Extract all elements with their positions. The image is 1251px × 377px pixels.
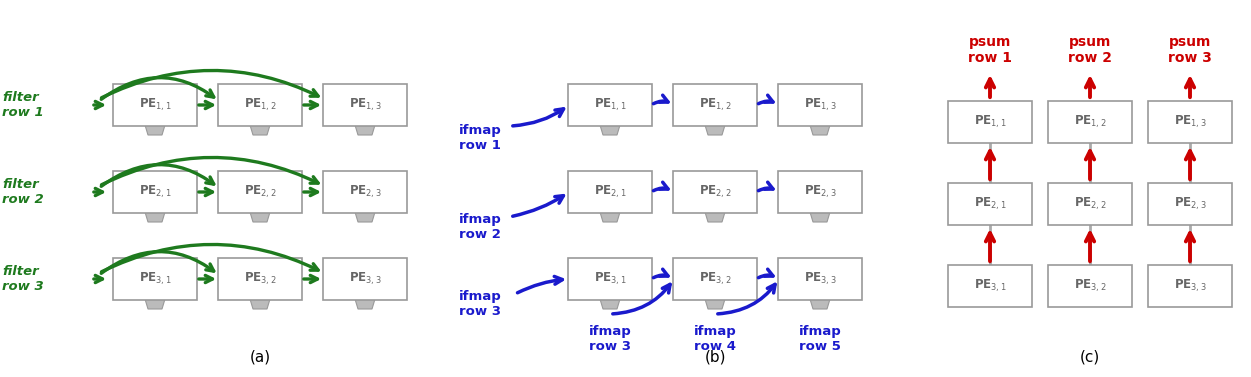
Polygon shape	[145, 212, 165, 222]
Text: PE$_{3,3}$: PE$_{3,3}$	[349, 271, 382, 287]
FancyBboxPatch shape	[948, 265, 1032, 307]
FancyBboxPatch shape	[673, 171, 757, 213]
Polygon shape	[809, 299, 829, 309]
Polygon shape	[809, 125, 829, 135]
FancyBboxPatch shape	[948, 183, 1032, 225]
FancyBboxPatch shape	[113, 258, 196, 300]
Polygon shape	[250, 125, 270, 135]
Polygon shape	[355, 212, 375, 222]
Text: ifmap
row 1: ifmap row 1	[459, 124, 502, 152]
Text: PE$_{1,3}$: PE$_{1,3}$	[803, 97, 837, 113]
Polygon shape	[706, 212, 726, 222]
FancyBboxPatch shape	[673, 84, 757, 126]
FancyBboxPatch shape	[218, 171, 301, 213]
FancyBboxPatch shape	[323, 84, 407, 126]
Polygon shape	[145, 299, 165, 309]
Text: PE$_{1,1}$: PE$_{1,1}$	[973, 114, 1006, 130]
FancyBboxPatch shape	[778, 258, 862, 300]
Text: ifmap
row 5: ifmap row 5	[798, 325, 842, 353]
FancyBboxPatch shape	[323, 171, 407, 213]
Text: PE$_{1,2}$: PE$_{1,2}$	[1073, 114, 1106, 130]
FancyBboxPatch shape	[218, 258, 301, 300]
FancyBboxPatch shape	[568, 171, 652, 213]
FancyBboxPatch shape	[1048, 101, 1132, 143]
Text: PE$_{3,3}$: PE$_{3,3}$	[1173, 278, 1206, 294]
Text: PE$_{3,2}$: PE$_{3,2}$	[698, 271, 732, 287]
Text: PE$_{2,2}$: PE$_{2,2}$	[244, 184, 276, 200]
Text: PE$_{3,2}$: PE$_{3,2}$	[1073, 278, 1106, 294]
Text: PE$_{3,1}$: PE$_{3,1}$	[139, 271, 171, 287]
Text: PE$_{2,1}$: PE$_{2,1}$	[594, 184, 627, 200]
Text: PE$_{2,1}$: PE$_{2,1}$	[139, 184, 171, 200]
Polygon shape	[355, 299, 375, 309]
Text: PE$_{2,3}$: PE$_{2,3}$	[1173, 196, 1206, 212]
Text: filter
row 2: filter row 2	[3, 178, 44, 206]
FancyBboxPatch shape	[568, 258, 652, 300]
Text: (b): (b)	[704, 349, 726, 365]
Polygon shape	[145, 125, 165, 135]
FancyBboxPatch shape	[673, 258, 757, 300]
Text: psum
row 1: psum row 1	[968, 35, 1012, 65]
Text: PE$_{1,2}$: PE$_{1,2}$	[244, 97, 276, 113]
Text: PE$_{2,3}$: PE$_{2,3}$	[803, 184, 837, 200]
Polygon shape	[355, 125, 375, 135]
Text: psum
row 3: psum row 3	[1168, 35, 1212, 65]
Polygon shape	[600, 299, 620, 309]
Text: PE$_{2,2}$: PE$_{2,2}$	[1073, 196, 1106, 212]
FancyBboxPatch shape	[1048, 183, 1132, 225]
Text: (c): (c)	[1080, 349, 1100, 365]
Text: psum
row 2: psum row 2	[1068, 35, 1112, 65]
Text: PE$_{3,2}$: PE$_{3,2}$	[244, 271, 276, 287]
Polygon shape	[600, 125, 620, 135]
Text: PE$_{3,1}$: PE$_{3,1}$	[973, 278, 1006, 294]
FancyBboxPatch shape	[218, 84, 301, 126]
Polygon shape	[706, 299, 726, 309]
Text: PE$_{2,2}$: PE$_{2,2}$	[698, 184, 732, 200]
Text: ifmap
row 4: ifmap row 4	[693, 325, 737, 353]
Text: filter
row 3: filter row 3	[3, 265, 44, 293]
Text: ifmap
row 3: ifmap row 3	[459, 290, 502, 318]
FancyBboxPatch shape	[1148, 265, 1232, 307]
Text: PE$_{2,1}$: PE$_{2,1}$	[973, 196, 1006, 212]
Text: (a): (a)	[249, 349, 270, 365]
Text: filter
row 1: filter row 1	[3, 91, 44, 119]
Text: PE$_{1,3}$: PE$_{1,3}$	[349, 97, 382, 113]
FancyBboxPatch shape	[1148, 101, 1232, 143]
FancyBboxPatch shape	[1048, 265, 1132, 307]
FancyBboxPatch shape	[778, 84, 862, 126]
Polygon shape	[250, 212, 270, 222]
Polygon shape	[600, 212, 620, 222]
Text: ifmap
row 3: ifmap row 3	[589, 325, 632, 353]
FancyBboxPatch shape	[1148, 183, 1232, 225]
Text: PE$_{2,3}$: PE$_{2,3}$	[349, 184, 382, 200]
FancyBboxPatch shape	[948, 101, 1032, 143]
FancyBboxPatch shape	[113, 171, 196, 213]
Text: PE$_{1,2}$: PE$_{1,2}$	[698, 97, 732, 113]
Text: PE$_{1,1}$: PE$_{1,1}$	[139, 97, 171, 113]
Polygon shape	[809, 212, 829, 222]
FancyBboxPatch shape	[778, 171, 862, 213]
Text: PE$_{3,1}$: PE$_{3,1}$	[594, 271, 627, 287]
Text: PE$_{3,3}$: PE$_{3,3}$	[803, 271, 837, 287]
Polygon shape	[250, 299, 270, 309]
FancyBboxPatch shape	[113, 84, 196, 126]
FancyBboxPatch shape	[323, 258, 407, 300]
Text: PE$_{1,3}$: PE$_{1,3}$	[1173, 114, 1206, 130]
Polygon shape	[706, 125, 726, 135]
FancyBboxPatch shape	[568, 84, 652, 126]
Text: PE$_{1,1}$: PE$_{1,1}$	[594, 97, 627, 113]
Text: ifmap
row 2: ifmap row 2	[459, 213, 502, 241]
